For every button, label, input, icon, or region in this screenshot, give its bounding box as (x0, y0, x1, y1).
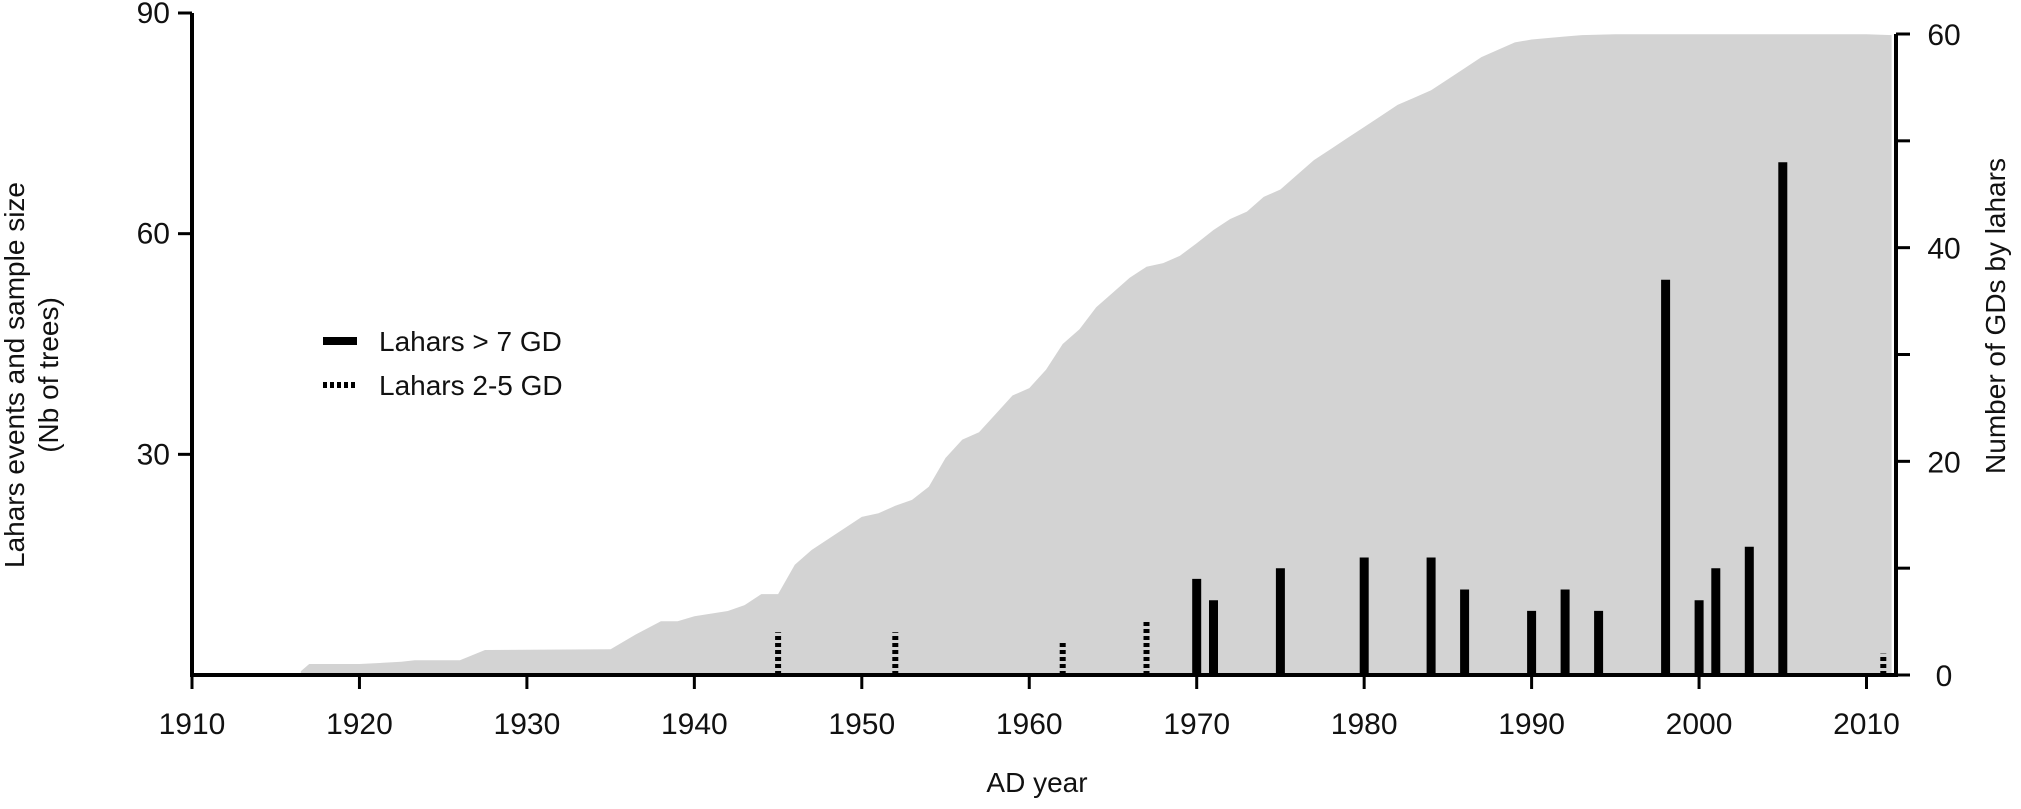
x-tick-label-2000: 2000 (1666, 708, 1733, 741)
x-tick-label-1910: 1910 (159, 708, 226, 741)
y-right-tick-label-60: 60 (1927, 19, 1960, 52)
lahar-bars-layer (775, 162, 1887, 675)
axes-layer: 1910 1920 1930 1940 1950 1960 1970 1980 1990 2000… (137, 0, 1961, 741)
legend-label-lahars-gt-7gd: Lahars > 7 GD (379, 326, 562, 357)
y-right-tick-label-20: 20 (1927, 446, 1960, 479)
y-left-tick-label-60: 60 (137, 218, 170, 251)
y-right-tick-label-40: 40 (1927, 233, 1960, 266)
sample-size-area-layer (300, 34, 1892, 676)
axis-labels-layer: AD year Lahars events and sample size (N… (0, 158, 2011, 798)
legend: Lahars > 7 GD Lahars 2-5 GD (323, 326, 563, 401)
x-tick-label-2010: 2010 (1833, 708, 1900, 741)
legend-label-lahars-2-5gd: Lahars 2-5 GD (379, 370, 563, 401)
y-left-tick-label-30: 30 (137, 438, 170, 471)
x-tick-label-1950: 1950 (828, 708, 895, 741)
x-tick-label-1970: 1970 (1163, 708, 1230, 741)
right-axis-title: Number of GDs by lahars (1980, 158, 2011, 474)
sample-size-area (300, 34, 1892, 676)
x-tick-label-1980: 1980 (1331, 708, 1398, 741)
x-tick-label-1930: 1930 (494, 708, 561, 741)
y-right-tick-label-0: 0 (1936, 660, 1953, 693)
x-axis-title: AD year (986, 767, 1087, 798)
x-tick-label-1990: 1990 (1498, 708, 1565, 741)
x-tick-label-1940: 1940 (661, 708, 728, 741)
left-axis-title-line-1: Lahars events and sample size (0, 182, 30, 568)
x-tick-label-1960: 1960 (996, 708, 1063, 741)
y-left-tick-label-90: 90 (137, 0, 170, 30)
x-tick-label-1920: 1920 (326, 708, 393, 741)
left-axis-title-line-2: (Nb of trees) (33, 297, 64, 453)
